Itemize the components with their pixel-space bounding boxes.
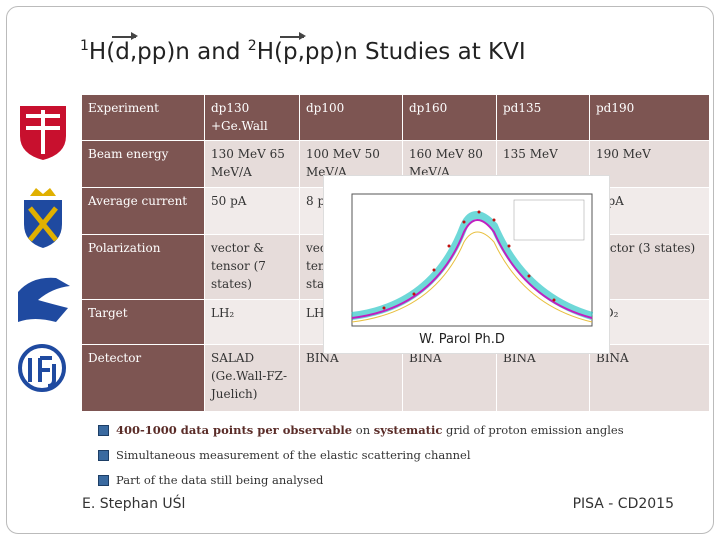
logo-crown xyxy=(30,188,56,196)
header-cell: dp160 xyxy=(403,95,497,141)
footer-left: E. Stephan UŚl xyxy=(82,496,186,512)
title-part: H( xyxy=(256,39,283,65)
title-part: 2 xyxy=(247,38,257,54)
row-header: Average current xyxy=(82,188,205,235)
header-cell: pd190 xyxy=(590,95,710,141)
cell: SALAD (Ge.Wall-FZ-Juelich) xyxy=(205,345,300,412)
bullet-text: Part of the data still being analysed xyxy=(116,473,324,487)
bullet: Part of the data still being analysed xyxy=(98,470,624,495)
bullet-text: 400-1000 data points per observable xyxy=(116,423,353,437)
header-cell: dp100 xyxy=(300,95,403,141)
cell: 5 pA xyxy=(590,188,710,235)
legend-box xyxy=(513,199,585,241)
title-part: p xyxy=(280,32,306,65)
credit: W. Parol Ph.D xyxy=(419,332,505,347)
row-header: Beam energy xyxy=(82,141,205,188)
title-part: ,pp)n and xyxy=(129,39,248,65)
logos xyxy=(18,106,70,392)
title-part: 1 xyxy=(80,38,89,54)
cell: 190 MeV xyxy=(590,141,710,188)
header-cell: dp130 +Ge.Wall xyxy=(205,95,300,141)
title: 1H(d,pp)n and 2H(p,pp)n Studies at KVI xyxy=(80,32,526,65)
frame xyxy=(6,6,714,534)
cell: vector & tensor (7 states) xyxy=(205,235,300,300)
cell: LD₂ xyxy=(590,300,710,345)
bullet-text: grid of proton emission angles xyxy=(442,423,624,437)
logo-ifj xyxy=(28,356,56,388)
cell: BINA xyxy=(497,345,590,412)
title-part: d xyxy=(112,32,138,65)
bullet: 400-1000 data points per observable on s… xyxy=(98,420,624,445)
plot: W. Parol Ph.D xyxy=(351,193,594,347)
cell: BINA xyxy=(403,345,497,412)
curve xyxy=(351,231,593,323)
header-cell: Experiment xyxy=(82,95,205,141)
row-header: Target xyxy=(82,300,205,345)
band xyxy=(351,211,594,320)
footer-right: PISA - CD2015 xyxy=(572,496,674,512)
bullet-text: on xyxy=(352,423,374,437)
bullets: 400-1000 data points per observable on s… xyxy=(98,420,624,495)
cell: vector (3 states) xyxy=(590,235,710,300)
figure: W. Parol Ph.D xyxy=(323,175,610,354)
logo-keys xyxy=(28,206,58,242)
curve xyxy=(351,219,593,319)
logo-ifj xyxy=(18,344,66,392)
logo-cross xyxy=(26,110,60,154)
cell: 50 pA xyxy=(205,188,300,235)
title-part: ,pp)n Studies at KVI xyxy=(297,39,526,65)
header-cell: pd135 xyxy=(497,95,590,141)
logo-us xyxy=(18,277,70,322)
row-header: Polarization xyxy=(82,235,205,300)
cell: LH₂ xyxy=(205,300,300,345)
cell: BINA xyxy=(300,345,403,412)
row-header: Detector xyxy=(82,345,205,412)
cell: BINA xyxy=(590,345,710,412)
bullet-text: Simultaneous measurement of the elastic … xyxy=(116,448,471,462)
cell: 130 MeV 65 MeV/A xyxy=(205,141,300,188)
plot-frame xyxy=(351,193,593,327)
bullet: Simultaneous measurement of the elastic … xyxy=(98,445,624,470)
bullet-text: systematic xyxy=(373,423,443,437)
title-part: H( xyxy=(88,39,116,65)
points xyxy=(382,210,556,310)
